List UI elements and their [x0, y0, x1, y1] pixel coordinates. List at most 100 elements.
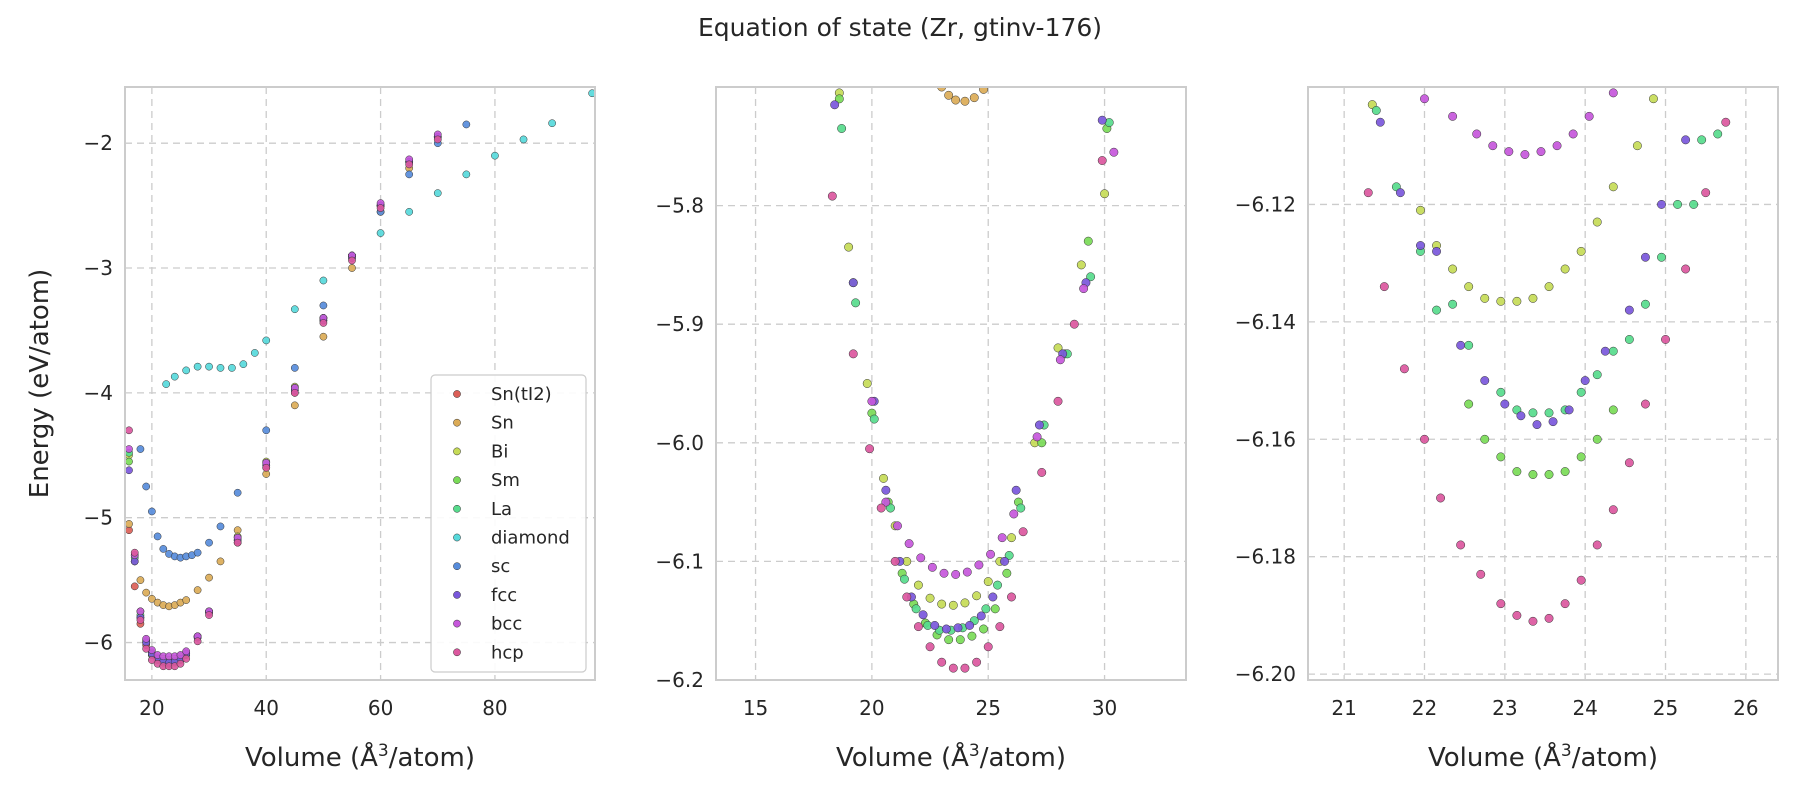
data-point — [1007, 533, 1016, 543]
series-fcc — [125, 133, 442, 667]
data-point — [1464, 340, 1474, 350]
data-point — [290, 389, 299, 397]
data-point — [239, 360, 248, 368]
legend-marker — [453, 591, 461, 599]
data-point — [290, 364, 299, 372]
legend-label: La — [491, 499, 512, 520]
data-point — [1624, 305, 1634, 315]
y-axis-label: Energy (eV/atom) — [25, 269, 55, 498]
data-point — [1476, 569, 1486, 579]
figure-title: Equation of state (Zr, gtinv-176) — [698, 13, 1102, 42]
data-point — [1592, 540, 1602, 550]
data-point — [881, 497, 891, 507]
data-point — [1448, 264, 1458, 274]
data-point — [979, 624, 989, 634]
series-sm — [1464, 399, 1618, 479]
data-point — [972, 657, 982, 667]
data-point — [1100, 189, 1110, 199]
data-point — [960, 96, 970, 106]
data-point — [1000, 556, 1009, 566]
series-diamond — [162, 89, 595, 388]
x-tick-label: 21 — [1331, 696, 1356, 720]
x-axis-label: Volume (Å3/atom) — [836, 741, 1066, 773]
data-point — [290, 305, 299, 314]
legend-label: sc — [491, 556, 510, 577]
data-point — [193, 548, 202, 557]
data-point — [1560, 264, 1570, 274]
data-point — [830, 100, 840, 110]
data-point — [1649, 94, 1658, 104]
data-point — [376, 229, 385, 237]
data-point — [1544, 282, 1554, 292]
data-point — [1697, 135, 1707, 145]
x-tick-label: 30 — [1092, 696, 1117, 720]
data-point — [960, 598, 970, 608]
data-point — [862, 379, 872, 388]
data-point — [848, 349, 858, 359]
data-point — [130, 582, 139, 591]
data-point — [1681, 135, 1691, 145]
data-point — [1069, 319, 1079, 329]
data-point — [193, 586, 202, 594]
data-point — [1528, 616, 1538, 626]
data-point — [148, 595, 156, 603]
data-point — [913, 622, 923, 632]
data-point — [1608, 88, 1618, 98]
data-point — [1037, 438, 1047, 448]
data-point — [988, 592, 998, 602]
data-point — [979, 87, 989, 94]
data-point — [125, 520, 133, 528]
data-point — [986, 549, 996, 559]
legend: Sn(tI2) Sn Bi Sm La diamond sc fcc bcc hcp — [430, 374, 587, 673]
data-point — [1576, 246, 1586, 256]
data-point — [993, 580, 1002, 590]
data-point — [519, 135, 528, 144]
data-point — [148, 507, 156, 516]
data-point — [233, 538, 242, 547]
data-point — [995, 622, 1005, 632]
data-point — [142, 644, 151, 653]
data-point — [228, 364, 236, 372]
data-point — [1079, 284, 1089, 294]
data-point — [1011, 485, 1021, 495]
data-point — [1399, 364, 1409, 374]
x-axis-label: Volume (Å3/atom) — [245, 741, 475, 773]
x-tick-label: 23 — [1492, 696, 1517, 720]
data-point — [136, 576, 145, 584]
data-point — [1480, 293, 1490, 303]
data-point — [1395, 188, 1405, 198]
data-point — [1544, 408, 1554, 418]
data-point — [405, 207, 414, 216]
data-point — [319, 332, 328, 341]
data-point — [1002, 568, 1012, 578]
series-bcc — [867, 147, 1119, 579]
data-point — [1375, 117, 1385, 127]
data-point — [193, 362, 202, 371]
data-point — [851, 298, 861, 308]
series-la — [1371, 106, 1723, 418]
series-la — [837, 118, 1114, 635]
data-point — [953, 623, 963, 633]
legend-label: Sn — [491, 413, 514, 434]
data-point — [1568, 129, 1578, 139]
legend-label: diamond — [491, 528, 570, 549]
data-point — [881, 485, 891, 495]
data-point — [1032, 432, 1042, 442]
data-point — [130, 548, 139, 557]
legend-marker — [453, 504, 461, 513]
legend-label: bcc — [491, 614, 522, 635]
data-point — [548, 119, 556, 128]
data-point — [848, 278, 858, 288]
data-point — [1496, 387, 1506, 397]
series-hcp — [827, 156, 1107, 673]
data-point — [1528, 293, 1538, 303]
data-point — [948, 663, 958, 673]
y-tick-label: −6.14 — [1235, 310, 1296, 334]
data-point — [960, 663, 970, 673]
y-tick-label: −6 — [84, 631, 113, 655]
data-point — [1456, 540, 1466, 550]
data-point — [319, 276, 328, 285]
data-point — [1053, 396, 1063, 406]
data-point — [1432, 246, 1441, 256]
